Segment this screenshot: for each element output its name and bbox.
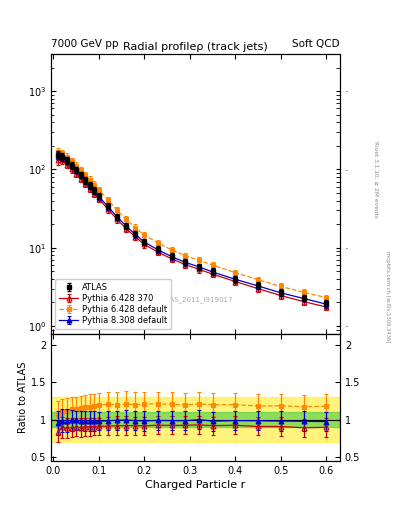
X-axis label: Charged Particle r: Charged Particle r — [145, 480, 246, 490]
Text: mcplots.cern.ch [arXiv:1306.3436]: mcplots.cern.ch [arXiv:1306.3436] — [385, 251, 389, 343]
Text: Soft QCD: Soft QCD — [292, 38, 340, 49]
Legend: ATLAS, Pythia 6.428 370, Pythia 6.428 default, Pythia 8.308 default: ATLAS, Pythia 6.428 370, Pythia 6.428 de… — [55, 279, 171, 329]
Text: 7000 GeV pp: 7000 GeV pp — [51, 38, 119, 49]
Text: Rivet 3.1.10, ≥ 2M events: Rivet 3.1.10, ≥ 2M events — [373, 141, 378, 218]
Text: ATLAS_2011_I919017: ATLAS_2011_I919017 — [158, 296, 233, 304]
Y-axis label: Ratio to ATLAS: Ratio to ATLAS — [18, 361, 28, 433]
Title: Radial profileρ (track jets): Radial profileρ (track jets) — [123, 41, 268, 52]
